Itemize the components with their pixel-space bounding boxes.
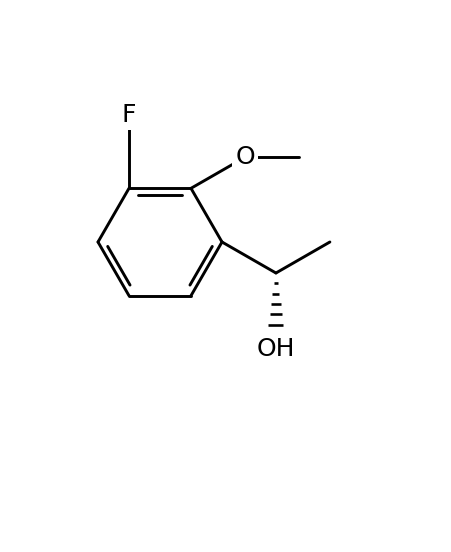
Text: O: O (235, 145, 254, 169)
Text: OH: OH (256, 337, 295, 360)
Text: F: F (121, 103, 136, 127)
